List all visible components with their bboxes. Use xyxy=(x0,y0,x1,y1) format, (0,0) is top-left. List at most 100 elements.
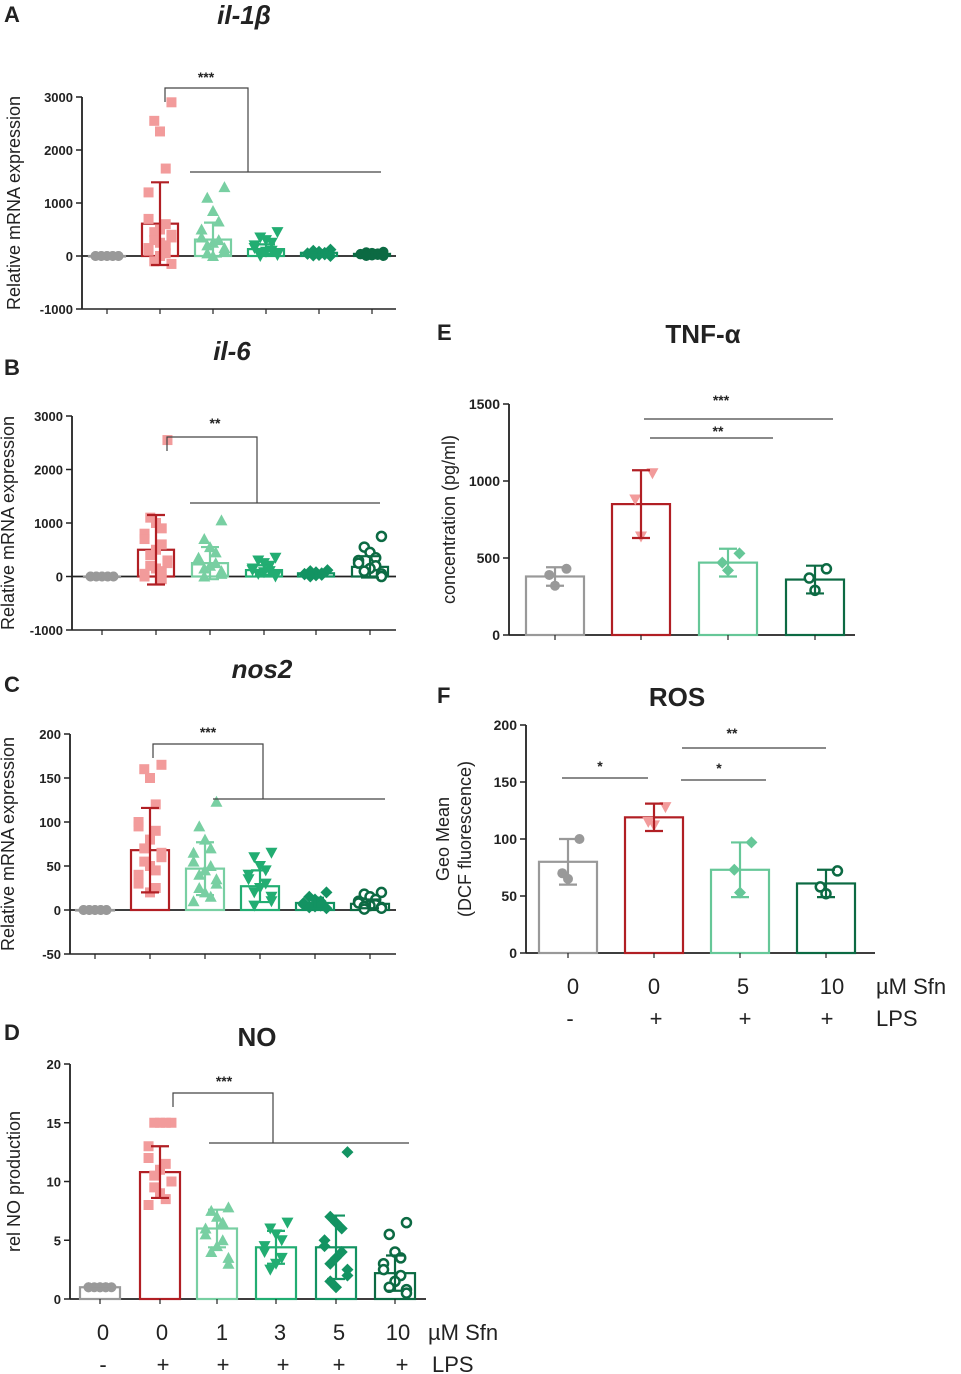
point-c-4-9 xyxy=(320,902,333,915)
point-a-1-4 xyxy=(143,187,154,198)
y-axis-label-f: Geo Mean xyxy=(433,797,453,881)
point-c-3-8 xyxy=(248,887,261,899)
point-a-0-9 xyxy=(113,251,124,261)
xlabel-d-lps-1: + xyxy=(157,1352,170,1374)
point-d-1-8 xyxy=(149,1170,160,1181)
point-b-1-13 xyxy=(156,566,167,577)
point-f-3-0 xyxy=(831,865,844,877)
y-tick-label-a-4: 3000 xyxy=(44,90,73,105)
point-b-1-4 xyxy=(139,528,150,539)
xlabel-f-sfn-0: 0 xyxy=(567,974,579,999)
xlabel-d-lps-2: + xyxy=(217,1352,230,1374)
y-tick-label-c-5: 200 xyxy=(39,727,61,742)
sig-label-f-2: * xyxy=(716,760,722,776)
point-c-3-5 xyxy=(242,874,255,886)
y-tick-label-d-2: 10 xyxy=(47,1175,61,1190)
point-e-2-1 xyxy=(716,556,729,569)
xlabel-d-sfn-0: 0 xyxy=(97,1320,109,1345)
y-tick-label-e-2: 1000 xyxy=(469,473,500,489)
point-d-5-10 xyxy=(400,1287,413,1299)
point-c-2-3 xyxy=(204,842,217,854)
point-e-1-1 xyxy=(629,494,642,506)
point-d-4-8 xyxy=(324,1257,337,1270)
point-d-1-10 xyxy=(166,1176,177,1187)
point-f-2-0 xyxy=(745,836,758,849)
sig-label-f-0: * xyxy=(597,758,603,774)
point-c-1-16 xyxy=(150,883,161,893)
y-tick-label-c-3: 100 xyxy=(39,815,61,830)
point-e-2-0 xyxy=(733,547,746,560)
panel-title-e: TNF-α xyxy=(665,319,740,349)
y-tick-label-b-2: 1000 xyxy=(34,516,63,531)
y-tick-label-a-0: -1000 xyxy=(40,302,73,317)
point-c-1-1 xyxy=(139,764,150,775)
panel-title-c: nos2 xyxy=(232,654,293,684)
y-tick-label-f-3: 150 xyxy=(494,774,518,790)
point-c-1-2 xyxy=(145,773,155,783)
y-tick-label-f-0: 0 xyxy=(509,945,517,961)
point-a-3-10 xyxy=(271,249,284,261)
point-d-3-5 xyxy=(258,1247,271,1258)
point-a-1-3 xyxy=(160,163,171,174)
point-c-2-13 xyxy=(204,890,217,902)
sig-label-e-1: ** xyxy=(713,423,724,439)
point-d-3-6 xyxy=(275,1252,288,1264)
point-a-1-0 xyxy=(166,97,177,108)
xlabel-d-lps-5: + xyxy=(396,1352,409,1374)
point-e-0-1 xyxy=(544,569,555,580)
sig-bracket-b-0 xyxy=(166,436,258,503)
point-c-2-5 xyxy=(187,855,200,867)
point-c-1-5 xyxy=(133,821,144,832)
xlabel-f-lps-3: + xyxy=(821,1006,834,1031)
xlabel-d-sfn-3: 3 xyxy=(274,1320,286,1345)
point-b-2-3 xyxy=(209,546,222,558)
point-e-3-1 xyxy=(803,572,816,584)
point-d-1-1 xyxy=(149,1117,160,1128)
xlabel-f-sfn-3: 10 xyxy=(820,974,844,999)
panel-title-f: ROS xyxy=(649,682,705,712)
point-b-5-5 xyxy=(352,557,365,569)
point-c-3-2 xyxy=(254,861,266,872)
panel-letter-f: F xyxy=(437,683,450,708)
point-c-3-11 xyxy=(248,900,261,912)
point-c-2-1 xyxy=(193,820,206,832)
point-a-5-9 xyxy=(378,251,389,261)
point-a-0-8 xyxy=(96,251,107,261)
sig-label-f-1: ** xyxy=(727,725,738,741)
y-tick-label-f-2: 100 xyxy=(494,831,518,847)
y-tick-label-d-4: 20 xyxy=(47,1057,61,1072)
point-b-1-6 xyxy=(156,539,167,550)
point-b-2-5 xyxy=(192,554,205,566)
point-c-2-14 xyxy=(187,895,200,907)
point-d-4-12 xyxy=(330,1281,342,1294)
y-tick-label-a-1: 0 xyxy=(66,249,73,264)
panel-title-d: NO xyxy=(238,1022,277,1052)
point-d-1-14 xyxy=(143,1200,154,1210)
point-a-2-8 xyxy=(201,239,214,251)
point-a-4-9 xyxy=(324,250,337,262)
y-tick-label-c-0: -50 xyxy=(42,947,61,962)
bar-f-1 xyxy=(623,816,685,955)
y-tick-label-e-0: 0 xyxy=(492,627,500,643)
point-d-5-1 xyxy=(383,1228,396,1241)
point-d-1-4 xyxy=(143,1141,154,1152)
point-a-1-15 xyxy=(143,245,154,256)
point-d-2-8 xyxy=(205,1246,218,1257)
point-e-0-0 xyxy=(561,563,572,574)
y-tick-label-c-2: 50 xyxy=(47,859,61,874)
point-d-2-4 xyxy=(199,1222,212,1234)
panel-letter-c: C xyxy=(4,672,20,697)
point-d-1-0 xyxy=(166,1117,177,1128)
point-d-1-6 xyxy=(160,1158,171,1169)
point-c-2-8 xyxy=(193,868,206,880)
point-c-1-14 xyxy=(133,869,144,880)
y-tick-label-a-3: 2000 xyxy=(44,143,73,158)
point-b-0-9 xyxy=(108,571,119,582)
xlabel-f-sfn-unit: µM Sfn xyxy=(876,974,946,999)
point-d-0-5 xyxy=(83,1282,94,1293)
xlabel-d-lps-3: + xyxy=(277,1352,290,1374)
point-b-3-0 xyxy=(269,552,282,564)
xlabel-f-lps-0: - xyxy=(566,1006,573,1031)
point-a-1-1 xyxy=(149,115,160,126)
